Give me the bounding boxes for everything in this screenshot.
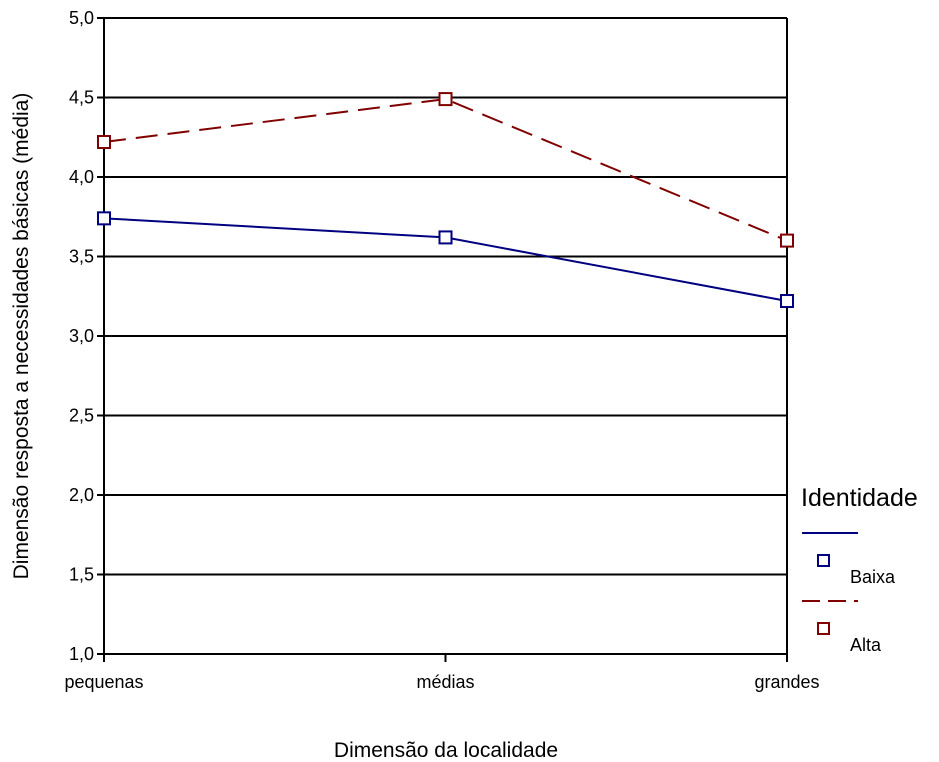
legend-label-alta: Alta <box>850 635 882 655</box>
x-tick-label: grandes <box>754 672 819 692</box>
x-tick-label: pequenas <box>64 672 143 692</box>
data-point-alta <box>438 92 453 107</box>
x-axis-title: Dimensão da localidade <box>334 739 558 762</box>
legend: Identidade Baixa Alta <box>801 484 918 655</box>
y-tick-label: 2,5 <box>69 406 94 426</box>
axes <box>97 17 788 662</box>
y-tick-label: 4,0 <box>69 167 94 187</box>
data-point-alta <box>97 135 111 150</box>
y-tick-label: 1,0 <box>69 644 94 664</box>
data-point-baixa <box>780 294 794 309</box>
y-tick-label: 5,0 <box>69 8 94 28</box>
x-tick-labels: pequenas médias grandes <box>64 672 819 692</box>
series-line-alta <box>103 98 788 242</box>
legend-marker-baixa <box>817 554 830 567</box>
legend-marker-alta <box>817 622 830 635</box>
y-tick-label: 3,5 <box>69 247 94 267</box>
y-tick-labels: 1,0 1,5 2,0 2,5 3,0 3,5 4,0 4,5 5,0 <box>69 8 94 664</box>
grid-lines <box>104 17 787 576</box>
y-tick-label: 3,0 <box>69 326 94 346</box>
y-tick-label: 2,0 <box>69 485 94 505</box>
y-tick-label: 1,5 <box>69 565 94 585</box>
legend-title: Identidade <box>801 484 918 512</box>
series-lines <box>97 92 794 309</box>
data-point-baixa <box>438 230 453 245</box>
y-axis-title: Dimensão resposta a necessidades básicas… <box>10 93 33 580</box>
y-tick-label: 4,5 <box>69 88 94 108</box>
data-point-alta <box>780 233 794 248</box>
x-tick-label: médias <box>416 672 474 692</box>
legend-label-baixa: Baixa <box>850 567 896 587</box>
data-point-baixa <box>97 211 111 226</box>
